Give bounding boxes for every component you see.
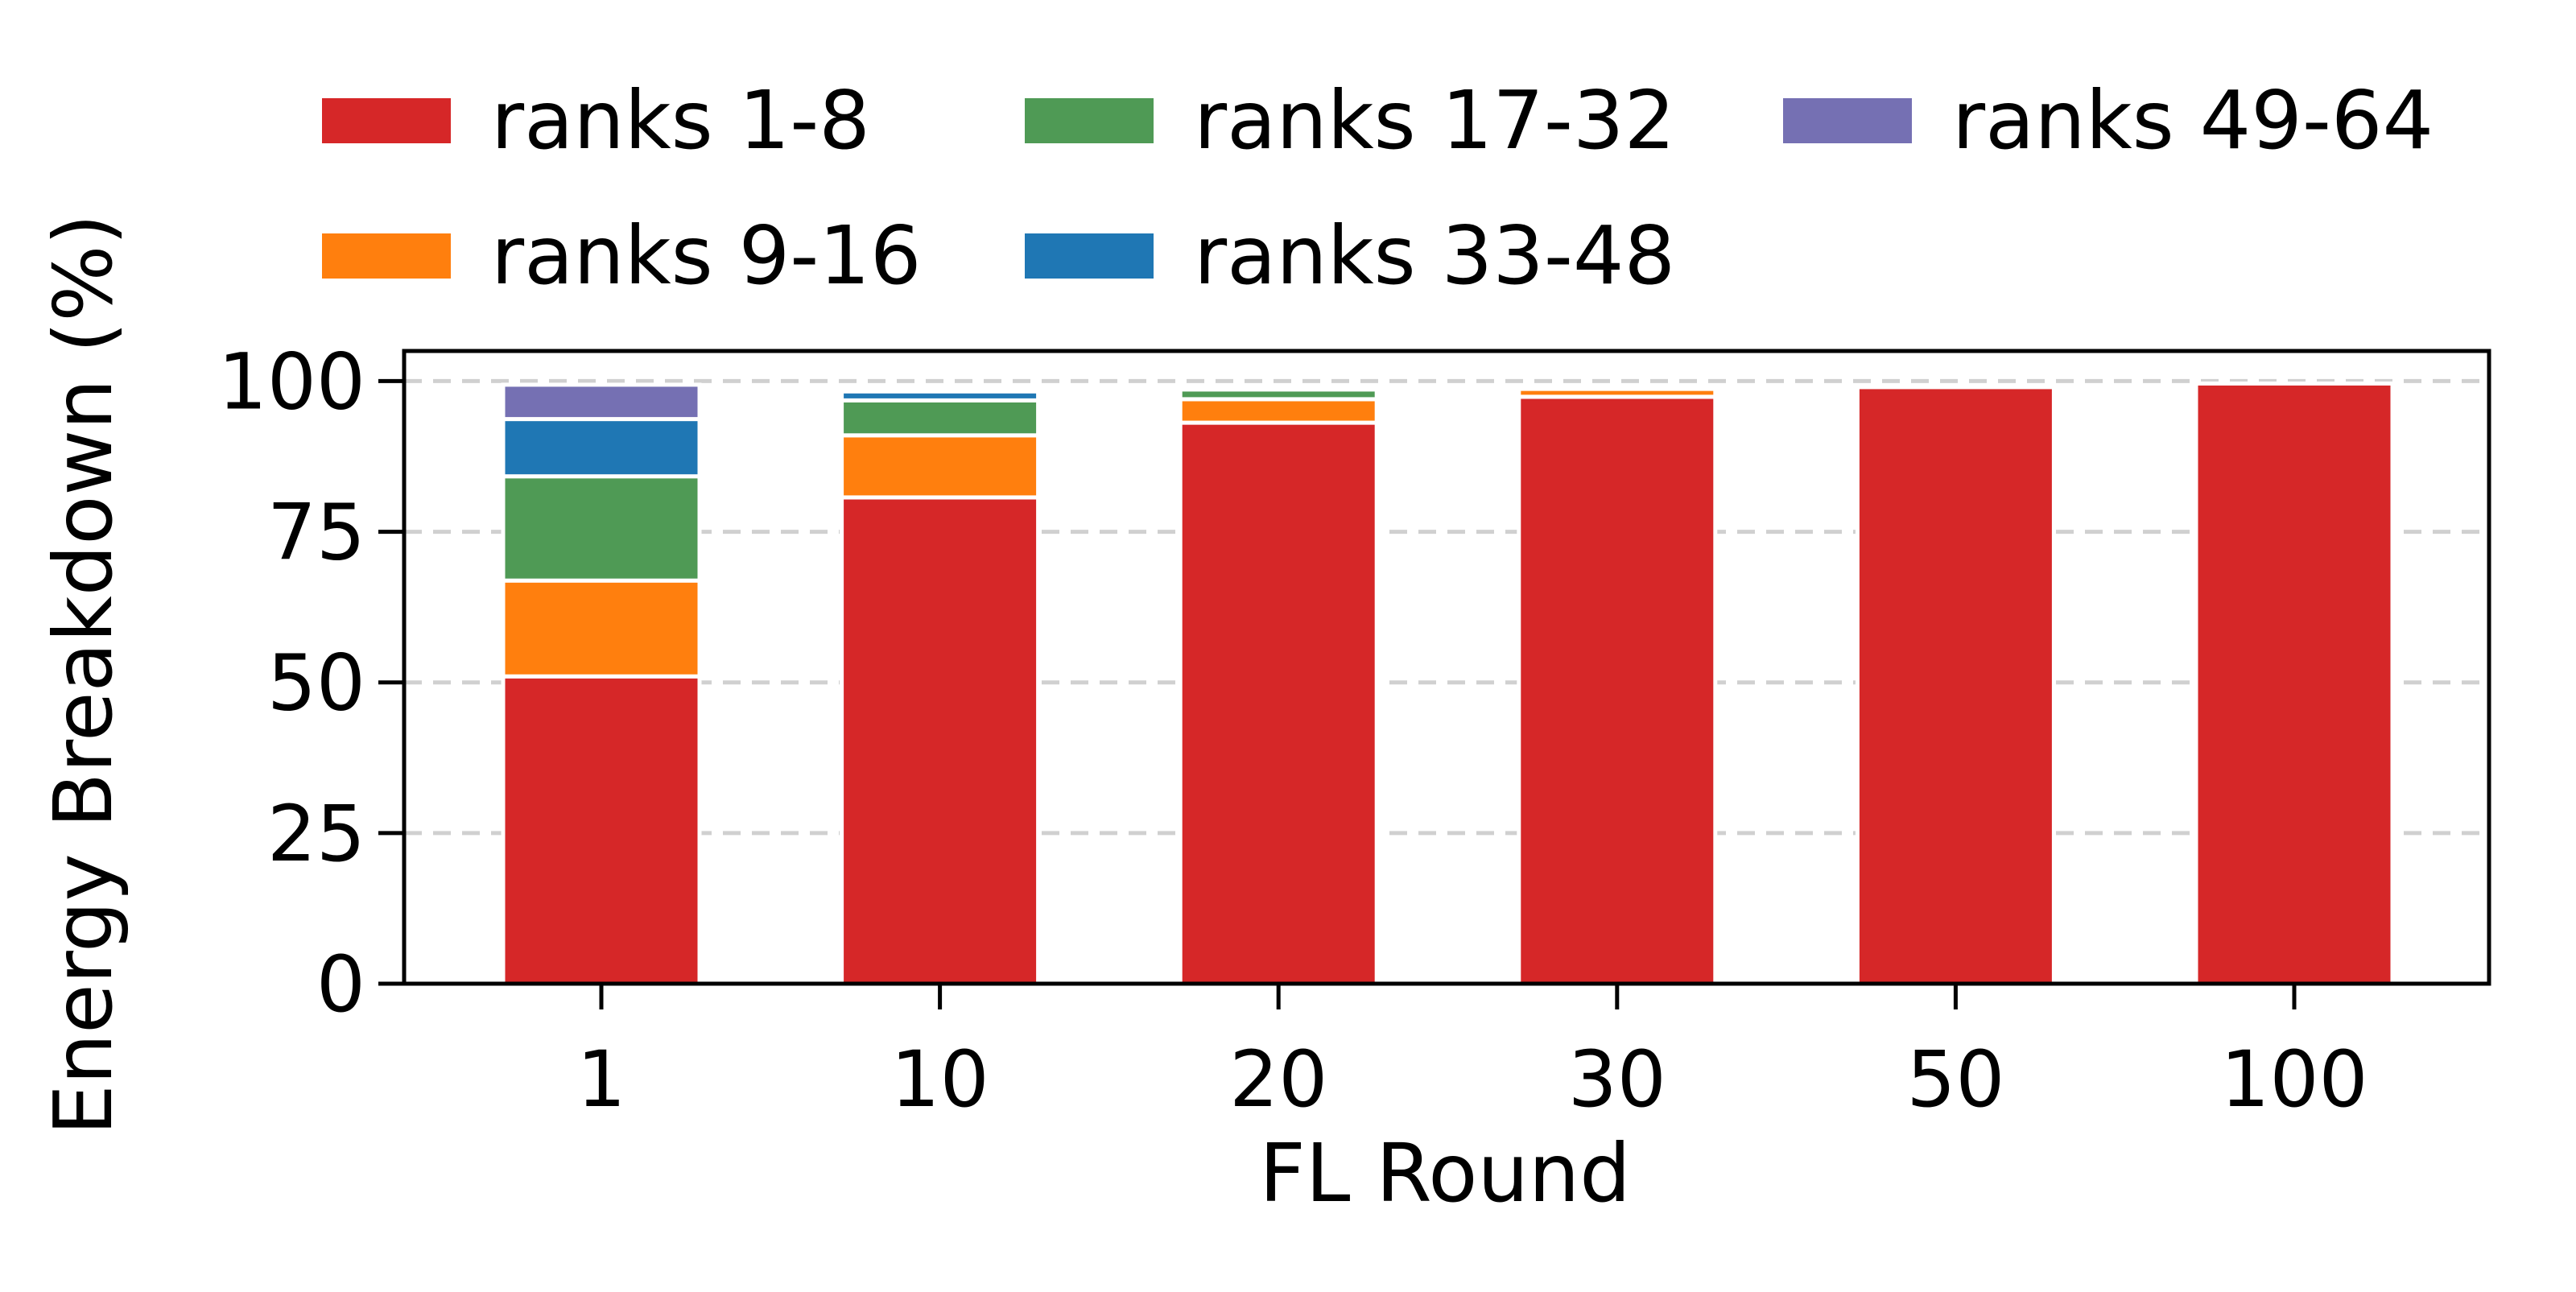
legend-swatch-series-2 xyxy=(322,233,451,279)
legend-swatch-series-1 xyxy=(322,98,451,143)
bars xyxy=(501,381,2395,986)
x-tick-label-50: 50 xyxy=(1906,1034,2004,1125)
legend: ranks 1-8 ranks 9-16 ranks 17-32 ranks 33-4… xyxy=(322,73,2434,303)
y-tick-label-0: 0 xyxy=(316,939,365,1030)
x-tick-label-100: 100 xyxy=(2220,1034,2368,1125)
plot-frame xyxy=(402,349,2491,986)
bar-segment-round-20-series-3 xyxy=(1178,387,1379,402)
y-axis-label: Energy Breakdown (%) xyxy=(36,214,130,1136)
bar-segment-round-30-series-1 xyxy=(1517,394,1718,986)
bar-segment-round-100-series-1 xyxy=(2194,381,2395,986)
x-tick-label-10: 10 xyxy=(891,1034,989,1125)
y-tick-label-25: 25 xyxy=(267,789,365,879)
bar-segment-round-10-series-1 xyxy=(840,495,1041,986)
legend-label-series-2: ranks 9-16 xyxy=(491,208,922,303)
grid-lines xyxy=(404,378,2489,836)
legend-swatch-series-3 xyxy=(1025,98,1154,143)
bar-segment-round-1-series-4 xyxy=(501,417,702,479)
legend-label-series-1: ranks 1-8 xyxy=(491,73,870,167)
y-tick-label-50: 50 xyxy=(267,638,365,729)
x-axis-label: FL Round xyxy=(1259,1126,1630,1220)
legend-swatch-series-5 xyxy=(1783,98,1912,143)
x-tick-label-1: 1 xyxy=(576,1034,625,1125)
bar-segment-round-1-series-2 xyxy=(501,578,702,679)
legend-swatch-series-4 xyxy=(1025,233,1154,279)
bar-segment-round-1-series-1 xyxy=(501,674,702,986)
axes: 0 25 50 75 100 1 10 20 30 50 100 xyxy=(218,336,2491,1125)
bar-segment-round-30-series-2 xyxy=(1517,386,1718,399)
x-tick-label-30: 30 xyxy=(1568,1034,1666,1125)
bar-segment-round-1-series-5 xyxy=(501,382,702,422)
bar-segment-round-20-series-1 xyxy=(1178,420,1379,986)
bar-segment-round-20-series-2 xyxy=(1178,397,1379,425)
bar-segment-round-10-series-5 xyxy=(840,387,1041,394)
y-tick-label-75: 75 xyxy=(267,488,365,578)
legend-label-series-5: ranks 49-64 xyxy=(1952,73,2434,167)
bar-segment-round-1-series-3 xyxy=(501,474,702,583)
bar-segment-round-10-series-3 xyxy=(840,398,1041,438)
y-tick-label-100: 100 xyxy=(218,336,365,427)
x-tick-label-20: 20 xyxy=(1229,1034,1327,1125)
legend-label-series-4: ranks 33-48 xyxy=(1194,208,1675,303)
bar-segment-round-10-series-2 xyxy=(840,433,1041,500)
bar-segment-round-50-series-1 xyxy=(1855,385,2056,986)
legend-label-series-3: ranks 17-32 xyxy=(1194,73,1675,167)
